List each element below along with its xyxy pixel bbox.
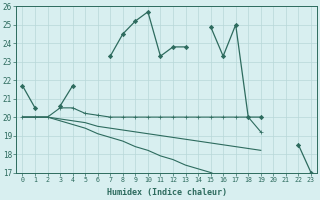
X-axis label: Humidex (Indice chaleur): Humidex (Indice chaleur) (107, 188, 227, 197)
